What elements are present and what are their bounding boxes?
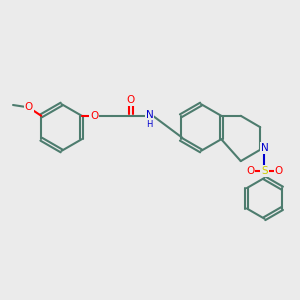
- Text: O: O: [246, 166, 254, 176]
- Text: O: O: [274, 166, 283, 176]
- Text: O: O: [127, 95, 135, 105]
- Text: N: N: [261, 143, 268, 153]
- Text: N: N: [146, 110, 153, 120]
- Text: H: H: [146, 120, 153, 129]
- Text: S: S: [261, 166, 268, 176]
- Text: O: O: [90, 111, 98, 121]
- Text: O: O: [25, 102, 33, 112]
